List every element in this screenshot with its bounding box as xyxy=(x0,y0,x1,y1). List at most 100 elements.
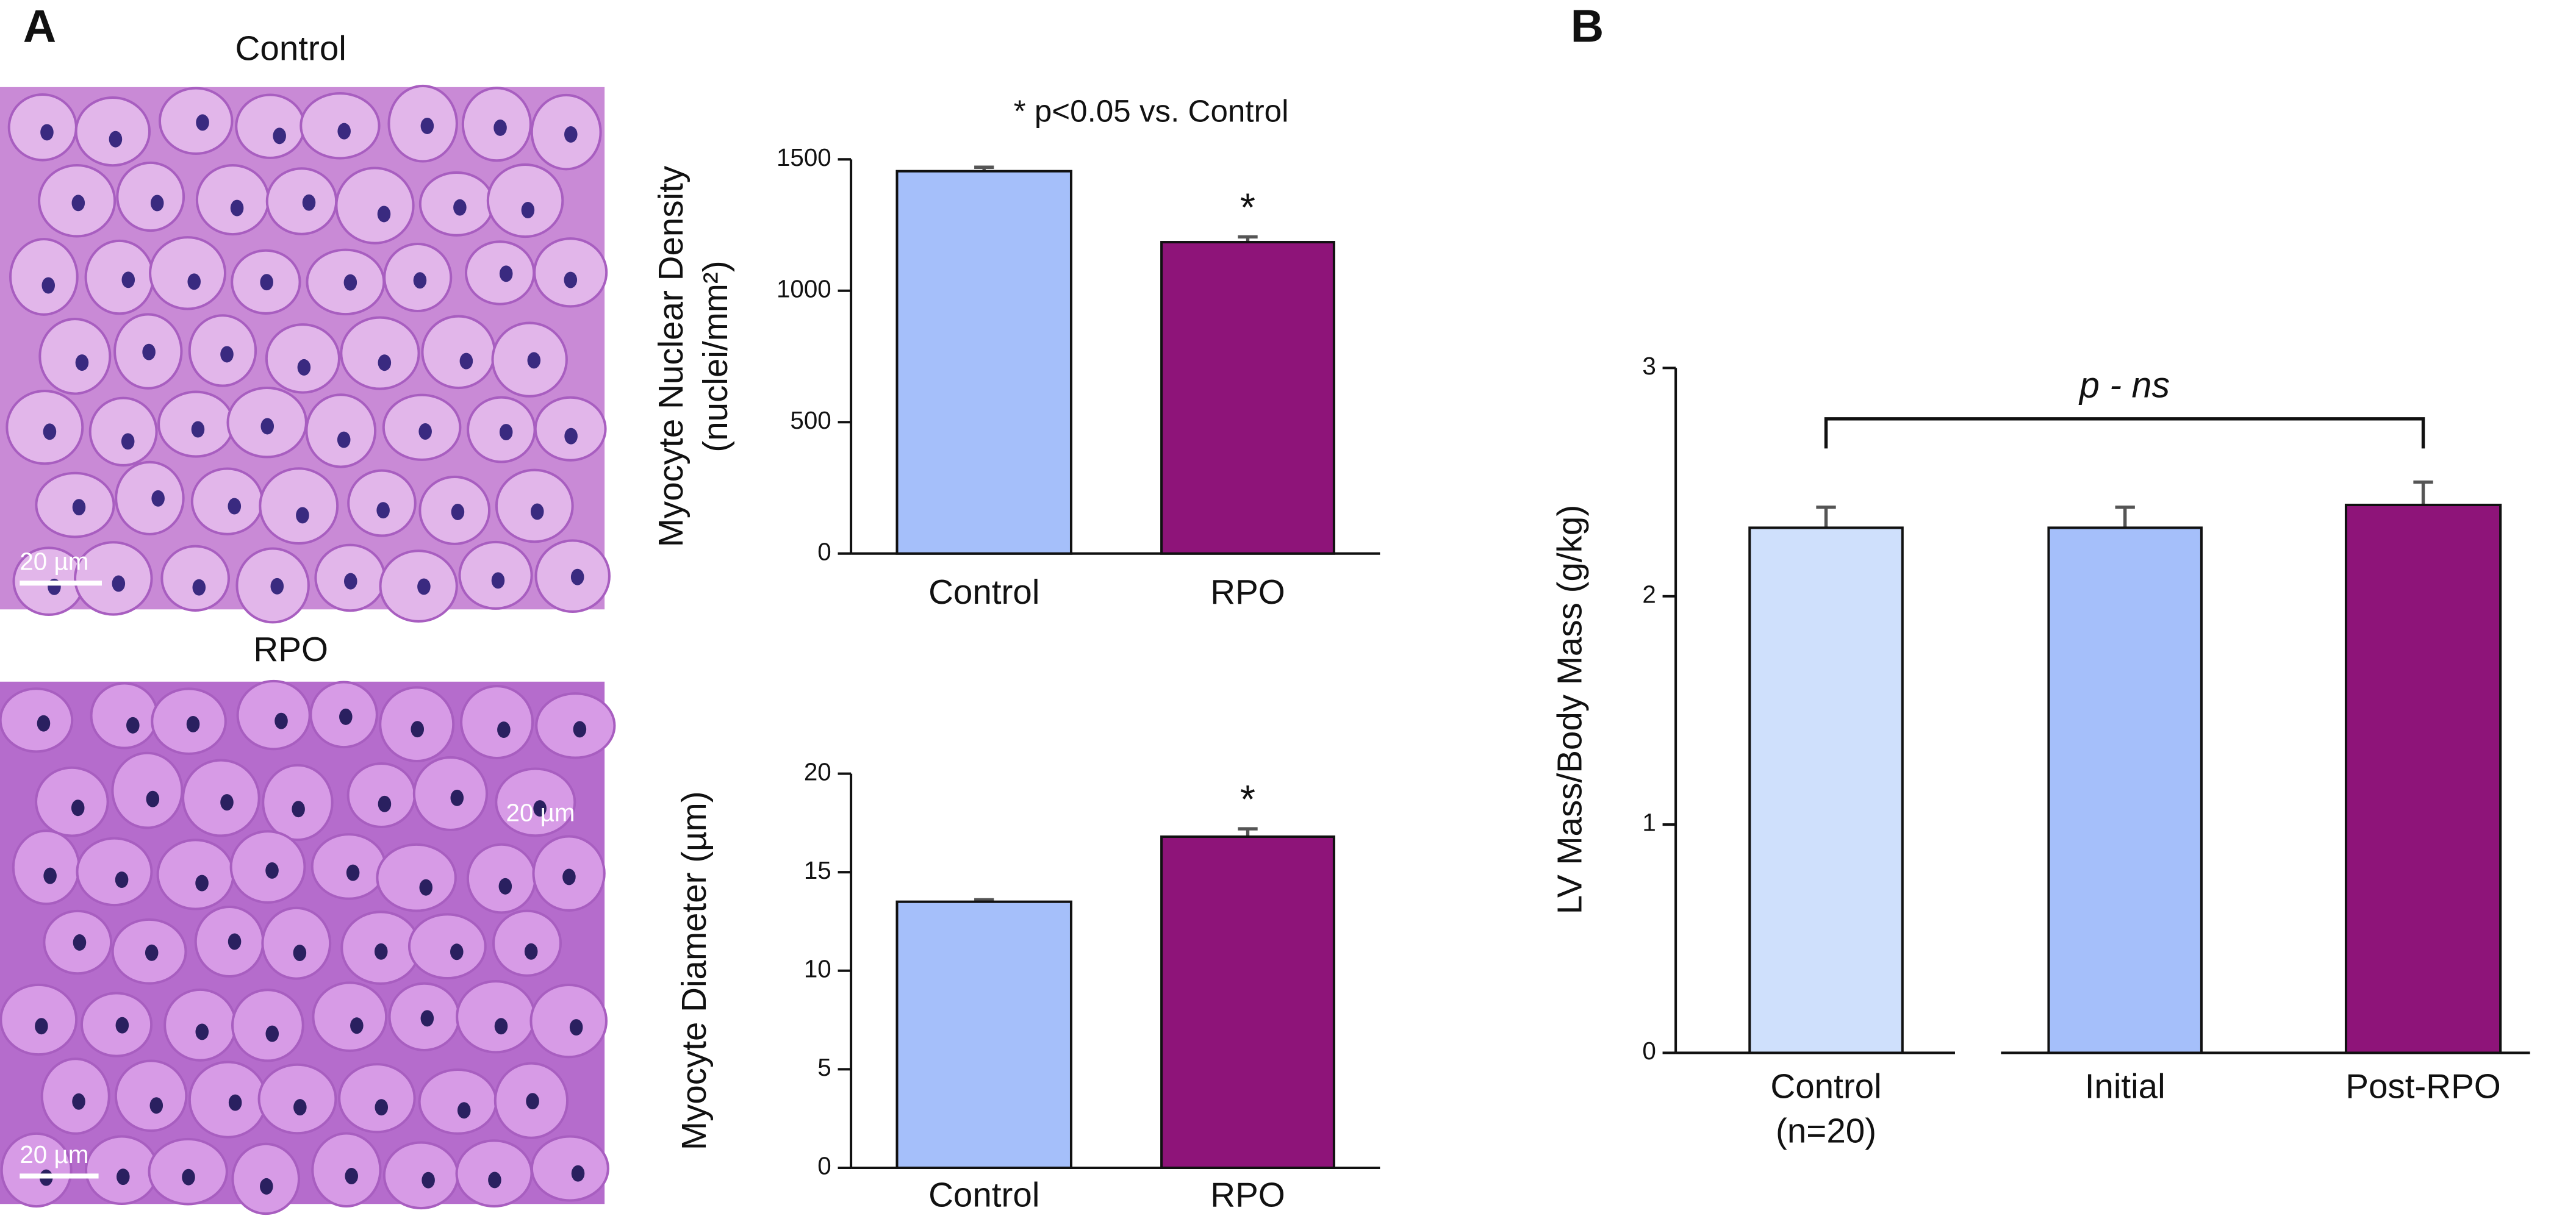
cell xyxy=(114,1059,188,1132)
bar xyxy=(1160,241,1335,555)
cell xyxy=(149,236,227,310)
y-tick-label: 0 xyxy=(817,537,831,565)
nucleus xyxy=(43,423,57,440)
micrograph-title: Control xyxy=(235,29,346,68)
cell xyxy=(495,767,576,837)
x-tick-label: Control xyxy=(928,573,1039,611)
nucleus xyxy=(450,789,464,806)
y-tick-label: 2 xyxy=(1642,580,1656,608)
nucleus xyxy=(491,572,505,589)
scale-bar-label: 20 µm xyxy=(20,1140,88,1168)
cell xyxy=(340,316,420,390)
nucleus xyxy=(293,1099,307,1116)
cell xyxy=(407,913,487,980)
nucleus xyxy=(413,272,427,289)
nucleus xyxy=(115,1017,129,1034)
nucleus xyxy=(411,721,425,738)
cell xyxy=(376,843,457,912)
nucleus xyxy=(146,790,160,807)
nucleus xyxy=(186,715,200,732)
nucleus xyxy=(265,1025,279,1042)
y-tick-label: 15 xyxy=(804,856,831,884)
nucleus xyxy=(451,504,465,520)
nucleus xyxy=(564,271,578,288)
micrograph xyxy=(0,679,616,1215)
nucleus xyxy=(150,195,164,212)
y-axis-label: LV Mass/Body Mass (g/kg) xyxy=(1550,505,1588,914)
nucleus xyxy=(270,578,284,595)
nucleus xyxy=(182,1168,195,1186)
bracket-label: p - ns xyxy=(2078,364,2170,405)
nucleus xyxy=(521,202,535,218)
x-tick-label: RPO xyxy=(1210,1175,1285,1214)
y-tick-label: 500 xyxy=(790,406,831,434)
x-tick-label: Initial xyxy=(2085,1067,2165,1106)
nucleus xyxy=(265,862,279,879)
nucleus xyxy=(293,945,307,961)
nucleus xyxy=(457,1102,471,1119)
cell xyxy=(88,396,158,467)
cell xyxy=(335,166,415,245)
significance-marker: * xyxy=(1240,185,1255,229)
panel-label: B xyxy=(1571,0,1604,51)
nucleus xyxy=(112,575,126,592)
cell xyxy=(182,759,260,837)
nucleus xyxy=(126,717,140,734)
nucleus xyxy=(302,194,316,211)
cell xyxy=(261,906,332,980)
nucleus xyxy=(374,943,388,960)
nucleus xyxy=(527,352,541,369)
nucleus xyxy=(422,1172,435,1189)
cell xyxy=(9,238,79,316)
nucleus xyxy=(377,206,391,223)
y-tick-label: 0 xyxy=(817,1152,831,1180)
y-tick-label: 3 xyxy=(1642,352,1656,380)
nucleus xyxy=(43,867,57,884)
nucleus xyxy=(73,934,87,951)
nucleus xyxy=(145,944,159,961)
nucleus xyxy=(450,943,464,960)
nucleus xyxy=(459,352,473,370)
nucleus xyxy=(488,1172,501,1189)
nucleus xyxy=(337,123,351,140)
nucleus xyxy=(71,195,85,212)
y-tick-label: 20 xyxy=(804,757,831,785)
nucleus xyxy=(260,418,274,435)
y-tick-label: 1000 xyxy=(777,274,831,302)
nucleus xyxy=(296,507,309,524)
cell xyxy=(90,682,159,749)
cell xyxy=(76,837,153,907)
nucleus xyxy=(228,498,242,515)
cell xyxy=(412,756,489,831)
nucleus xyxy=(191,421,205,438)
scale-bar-label: 20 µm xyxy=(20,548,88,576)
cell xyxy=(492,909,562,977)
y-axis-label: Myocyte Nuclear Density xyxy=(651,165,690,547)
nucleus xyxy=(75,354,89,371)
panel-label: A xyxy=(23,0,56,51)
nucleus xyxy=(499,424,513,441)
nucleus xyxy=(195,1023,209,1040)
cell xyxy=(84,239,155,315)
nucleus xyxy=(115,871,129,889)
nucleus xyxy=(343,573,357,590)
nucleus xyxy=(420,1010,434,1027)
cell xyxy=(529,983,608,1059)
nucleus xyxy=(417,578,431,595)
nucleus xyxy=(346,864,360,881)
cell xyxy=(456,980,536,1054)
bar xyxy=(2344,503,2502,1054)
nucleus xyxy=(230,199,244,216)
cell xyxy=(38,318,112,395)
y-tick-label: 1 xyxy=(1642,809,1656,837)
y-axis-label: Myocyte Diameter (µm) xyxy=(675,791,713,1150)
x-tick-label: Post-RPO xyxy=(2345,1067,2501,1106)
cell xyxy=(116,161,185,232)
cell xyxy=(265,323,340,394)
nucleus xyxy=(420,118,434,134)
nucleus xyxy=(40,124,54,141)
nucleus xyxy=(494,1018,508,1035)
nucleus xyxy=(220,346,234,363)
nucleus xyxy=(260,274,273,291)
nucleus xyxy=(220,794,234,811)
